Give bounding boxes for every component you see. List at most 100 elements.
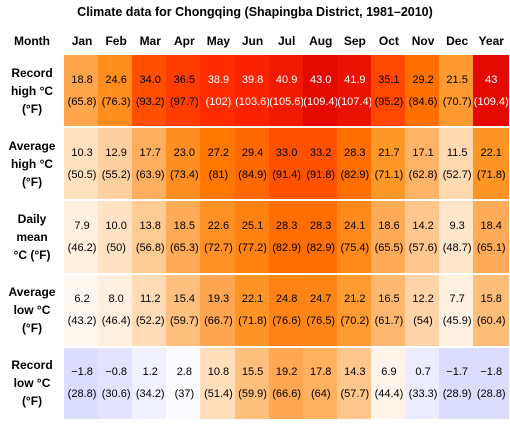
column-header: Year <box>478 34 504 48</box>
fahrenheit-value: (70.7) <box>442 95 472 108</box>
celsius-value: 28.3 <box>310 219 332 232</box>
celsius-value: 21.2 <box>344 293 366 306</box>
celsius-value: 18.8 <box>71 73 93 86</box>
row-label-line: Average <box>8 138 56 153</box>
celsius-value: 15.4 <box>173 293 196 306</box>
celsius-value: 19.3 <box>207 293 230 306</box>
fahrenheit-value: (43.2) <box>67 315 97 328</box>
celsius-value: 18.5 <box>173 219 196 232</box>
fahrenheit-value: (65.3) <box>169 241 199 254</box>
celsius-value: −1.7 <box>446 366 468 379</box>
fahrenheit-value: (62.8) <box>408 168 438 181</box>
data-cell: 34.0 (93.2) <box>132 55 169 127</box>
celsius-value: 13.8 <box>139 219 161 232</box>
data-cell: 7.7 (45.9) <box>439 274 476 346</box>
column-header: Jun <box>241 34 264 48</box>
row-label-line: mean <box>16 229 48 244</box>
data-cell: 24.7 (76.5) <box>302 274 339 346</box>
column-header: Aug <box>309 34 333 48</box>
fahrenheit-value: (50) <box>106 241 126 254</box>
data-cell: 10.3 (50.5) <box>64 128 101 200</box>
data-cell: 35.1 (95.2) <box>370 55 407 127</box>
celsius-value: 22.1 <box>241 293 264 306</box>
data-cell: 28.3 (82.9) <box>302 201 339 273</box>
row-label: Record high °C (°F) <box>2 55 62 126</box>
celsius-value: 33.0 <box>275 146 298 159</box>
fahrenheit-value: (75.4) <box>340 241 370 254</box>
fahrenheit-value: (63.9) <box>135 168 165 181</box>
fahrenheit-value: (45.9) <box>442 315 472 328</box>
fahrenheit-value: (77.2) <box>238 241 267 254</box>
celsius-value: 19.2 <box>275 366 298 379</box>
celsius-value: 14.3 <box>344 366 366 379</box>
fahrenheit-value: (34.2) <box>135 388 165 401</box>
celsius-value: 1.2 <box>142 366 158 379</box>
data-cell: 43 (109.4) <box>473 55 510 127</box>
climate-table: Month Jan Feb Mar Apr May Jun Jul Aug Sep Oct Nov D… <box>2 27 510 421</box>
celsius-value: 22.1 <box>480 146 502 159</box>
column-header: Oct <box>378 34 399 48</box>
data-cell: 11.5 (52.7) <box>439 128 476 200</box>
fahrenheit-value: (76.5) <box>306 315 336 328</box>
celsius-value: 24.6 <box>105 73 127 86</box>
data-cell: 17.7 (63.9) <box>132 128 169 200</box>
celsius-value: 43.0 <box>310 73 332 86</box>
column-header: Sep <box>343 34 366 48</box>
fahrenheit-value: (50.5) <box>67 168 97 181</box>
fahrenheit-value: (109.4) <box>473 95 509 108</box>
fahrenheit-value: (60.4) <box>476 315 506 328</box>
data-cell: 0.7 (33.3) <box>405 347 442 419</box>
data-cell: 19.2 (66.6) <box>268 347 305 419</box>
data-cell: 39.8 (103.6) <box>234 55 271 127</box>
fahrenheit-value: (54) <box>413 315 433 328</box>
month-header: Month <box>14 34 50 48</box>
data-cell: 15.5 (59.9) <box>234 347 271 419</box>
celsius-value: 27.2 <box>207 146 230 159</box>
data-cell: 22.1 (71.8) <box>234 274 271 346</box>
data-cell: 41.9 (107.4) <box>336 55 373 127</box>
data-cell: 18.5 (65.3) <box>166 201 203 273</box>
fahrenheit-value: (102) <box>205 95 232 108</box>
fahrenheit-value: (55.2) <box>101 168 131 181</box>
row-label: Record low °C (°F) <box>2 348 62 419</box>
row-label: Daily mean °C (°F) <box>2 201 62 272</box>
celsius-value: 10.3 <box>71 146 93 159</box>
data-cell: −0.8 (30.6) <box>98 347 135 419</box>
fahrenheit-value: (59.9) <box>238 388 267 401</box>
fahrenheit-value: (52.2) <box>135 315 165 328</box>
row-label-line: (°F) <box>21 321 43 336</box>
fahrenheit-value: (82.9) <box>272 241 302 254</box>
celsius-value: 17.8 <box>310 366 332 379</box>
data-cell: 29.2 (84.6) <box>405 55 442 127</box>
data-cell: 21.2 (70.2) <box>336 274 373 346</box>
data-cell: 8.0 (46.4) <box>98 274 135 346</box>
data-cell: 22.1 (71.8) <box>473 128 510 200</box>
fahrenheit-value: (76.6) <box>272 315 302 328</box>
celsius-value: 0.7 <box>415 366 431 379</box>
data-cell: 21.7 (71.1) <box>370 128 407 200</box>
celsius-value: 29.2 <box>412 73 434 86</box>
celsius-value: 39.8 <box>241 73 264 86</box>
data-cell: 22.6 (72.7) <box>200 201 237 273</box>
data-cell: 36.5 (97.7) <box>166 55 203 127</box>
data-cell: 11.2 (52.2) <box>132 274 169 346</box>
fahrenheit-value: (81) <box>208 168 229 181</box>
row-label-line: Average <box>8 285 56 300</box>
data-cell: 17.1 (62.8) <box>405 128 442 200</box>
data-cell: 15.4 (59.7) <box>166 274 203 346</box>
celsius-value: 24.8 <box>275 293 298 306</box>
row-label: Average high °C (°F) <box>2 128 62 199</box>
fahrenheit-value: (82.9) <box>340 168 370 181</box>
data-cell: 38.9 (102) <box>200 55 237 127</box>
celsius-value: 38.9 <box>207 73 230 86</box>
data-cell: 33.2 (91.8) <box>302 128 339 200</box>
row-label-line: high °C <box>10 83 54 98</box>
celsius-value: 2.8 <box>176 366 192 379</box>
data-cell: 19.3 (66.7) <box>200 274 237 346</box>
celsius-value: 28.3 <box>275 219 298 232</box>
fahrenheit-value: (28.9) <box>442 388 472 401</box>
fahrenheit-value: (64) <box>310 388 331 401</box>
data-cell: 16.5 (61.7) <box>370 274 407 346</box>
fahrenheit-value: (28.8) <box>476 388 506 401</box>
column-header: Jul <box>277 34 296 48</box>
